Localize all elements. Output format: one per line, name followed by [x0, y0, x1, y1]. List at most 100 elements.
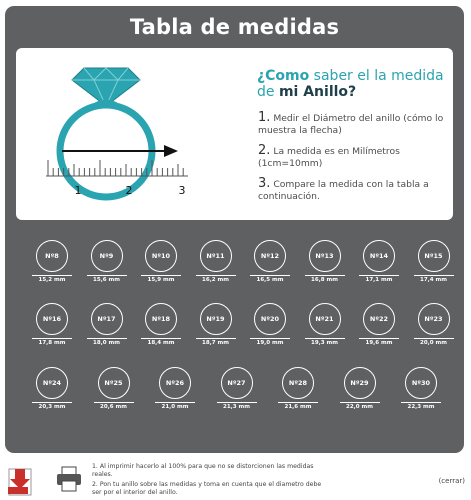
- ring-size-circle: Nº26: [159, 367, 191, 399]
- size-divider: [86, 275, 127, 276]
- ring-size-circle: Nº10: [145, 240, 177, 272]
- size-divider: [216, 402, 257, 403]
- pdf-download-icon[interactable]: [6, 465, 40, 497]
- size-divider: [86, 338, 127, 339]
- ring-size-item: Nº30 22,3 mm: [396, 367, 446, 410]
- heading-emphasis: ¿Como: [257, 68, 310, 84]
- step-number: 1.: [258, 110, 271, 125]
- ring-size-item: Nº10 15,9 mm: [136, 240, 186, 283]
- ring-size-circle: Nº19: [199, 303, 232, 335]
- ruler-label-1: 1: [75, 184, 82, 197]
- ring-size-item: Nº13 16,8 mm: [300, 240, 350, 283]
- close-link[interactable]: (cerrar): [438, 477, 465, 485]
- size-divider: [155, 402, 195, 403]
- heading-strong: mi Anillo?: [278, 84, 357, 100]
- size-divider: [250, 338, 290, 339]
- page-title: Tabla de medidas: [129, 15, 340, 39]
- ring-size-item: Nº21 19,3 mm: [300, 303, 350, 346]
- ring-size-item: Nº18 18,4 mm: [136, 303, 186, 346]
- ring-size-mm: 19,3 mm: [311, 340, 338, 346]
- ring-size-circle: Nº18: [145, 303, 177, 335]
- ring-size-item: Nº23 20,0 mm: [409, 303, 459, 346]
- ring-size-item: Nº9 15,6 mm: [82, 240, 132, 283]
- step-text: Compare la medida con la tabla a continu…: [258, 179, 429, 202]
- ring-size-circle: Nº9: [90, 240, 123, 272]
- ring-size-mm: 15,2 mm: [38, 277, 66, 283]
- step-number: 3.: [258, 176, 271, 191]
- ring-size-mm: 20,3 mm: [38, 404, 66, 410]
- ring-size-item: Nº17 18,0 mm: [82, 303, 132, 346]
- instructions-card: 1 2 3 ¿Como saber el la medida de mi Ani…: [16, 48, 453, 220]
- ring-size-circle: Nº29: [343, 367, 376, 399]
- ring-size-item: Nº15 17,4 mm: [409, 240, 459, 283]
- size-divider: [401, 402, 441, 403]
- ring-size-mm: 17,8 mm: [38, 340, 66, 346]
- ring-size-item: Nº27 21,3 mm: [212, 367, 262, 410]
- ring-size-mm: 20,6 mm: [100, 404, 127, 410]
- step-number: 2.: [258, 143, 271, 158]
- ring-size-mm: 16,5 mm: [256, 277, 284, 283]
- size-divider: [141, 338, 181, 339]
- ring-size-mm: 17,4 mm: [420, 277, 447, 283]
- size-divider: [359, 275, 399, 276]
- ring-size-mm: 21,6 mm: [284, 404, 312, 410]
- ring-size-circle: Nº22: [363, 303, 395, 335]
- ring-size-grid: Nº8 15,2 mm Nº9 15,6 mm Nº10 15,9 mm Nº11 16,2 …: [5, 6, 464, 453]
- ring-size-circle: Nº27: [220, 367, 253, 399]
- footer: 1. Al imprimir hacerlo al 100% para que …: [0, 455, 471, 500]
- ruler-ticks: [47, 160, 184, 176]
- ring-size-mm: 18,7 mm: [202, 340, 229, 346]
- size-divider: [32, 402, 72, 403]
- size-divider: [250, 275, 290, 276]
- ring-size-mm: 15,9 mm: [147, 277, 175, 283]
- ring-size-circle: Nº13: [308, 240, 341, 272]
- instruction-step-3: 3. Compare la medida con la tabla a cont…: [258, 176, 448, 203]
- ring-size-mm: 22,0 mm: [346, 404, 373, 410]
- ring-size-circle: Nº25: [97, 367, 130, 399]
- ring-size-circle: Nº15: [417, 240, 450, 272]
- size-divider: [304, 275, 345, 276]
- print-notes: 1. Al imprimir hacerlo al 100% para que …: [92, 463, 332, 499]
- ring-size-circle: Nº30: [405, 367, 437, 399]
- ring-size-item: Nº25 20,6 mm: [89, 367, 139, 410]
- ring-size-mm: 22,3 mm: [407, 404, 435, 410]
- ring-size-item: Nº11 16,2 mm: [191, 240, 241, 283]
- ring-size-circle: Nº14: [363, 240, 395, 272]
- ring-size-item: Nº20 19,0 mm: [245, 303, 295, 346]
- ring-size-mm: 21,3 mm: [223, 404, 250, 410]
- size-divider: [32, 338, 72, 339]
- instruction-step-2: 2. La medida es en Milímetros (1cm=10mm): [258, 143, 448, 170]
- ring-size-mm: 16,2 mm: [202, 277, 229, 283]
- print-note-2: 2. Pon tu anillo sobre las medidas y tom…: [92, 481, 322, 496]
- ring-size-mm: 18,4 mm: [147, 340, 175, 346]
- ring-size-item: Nº29 22,0 mm: [335, 367, 385, 410]
- ruler-label-2: 2: [126, 184, 133, 197]
- size-divider: [339, 402, 380, 403]
- ring-size-mm: 16,8 mm: [311, 277, 338, 283]
- step-text: La medida es en Milímetros (1cm=10mm): [258, 146, 400, 169]
- ring-size-mm: 21,0 mm: [161, 404, 189, 410]
- ring-measure-illustration: 1 2 3: [46, 67, 188, 201]
- step-text: Medir el Diámetro del anillo (cómo lo mu…: [258, 113, 444, 136]
- ring-size-item: Nº28 21,6 mm: [273, 367, 323, 410]
- ring-size-item: Nº26 21,0 mm: [150, 367, 200, 410]
- ring-size-circle: Nº23: [417, 303, 450, 335]
- ring-size-item: Nº14 17,1 mm: [354, 240, 404, 283]
- ring-size-mm: 19,0 mm: [256, 340, 284, 346]
- size-divider: [195, 338, 236, 339]
- size-divider: [413, 338, 454, 339]
- ring-size-mm: 20,0 mm: [420, 340, 447, 346]
- size-divider: [359, 338, 399, 339]
- ring-size-circle: Nº17: [90, 303, 123, 335]
- ring-size-item: Nº8 15,2 mm: [27, 240, 77, 283]
- ruler-label-3: 3: [179, 184, 186, 197]
- instruction-steps: 1. Medir el Diámetro del anillo (cómo lo…: [258, 110, 448, 211]
- ring-size-item: Nº19 18,7 mm: [191, 303, 241, 346]
- size-divider: [141, 275, 181, 276]
- ring-size-item: Nº24 20,3 mm: [27, 367, 77, 410]
- ring-size-item: Nº12 16,5 mm: [245, 240, 295, 283]
- ring-size-item: Nº16 17,8 mm: [27, 303, 77, 346]
- ring-size-circle: Nº24: [36, 367, 68, 399]
- ring-size-mm: 18,0 mm: [93, 340, 120, 346]
- printer-icon[interactable]: [56, 465, 82, 493]
